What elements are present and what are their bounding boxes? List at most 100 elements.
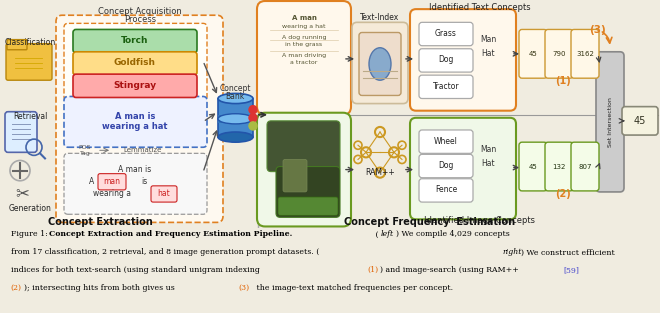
FancyBboxPatch shape [519,29,547,78]
FancyBboxPatch shape [283,159,307,192]
Text: Concept Extraction and Frequency Estimation Pipeline.: Concept Extraction and Frequency Estimat… [49,230,292,239]
FancyBboxPatch shape [571,29,599,78]
Text: Figure 1:: Figure 1: [11,230,50,239]
FancyBboxPatch shape [64,23,207,100]
FancyBboxPatch shape [410,9,516,111]
FancyBboxPatch shape [419,49,473,72]
Text: Lemmatize: Lemmatize [124,147,162,153]
FancyBboxPatch shape [419,75,473,99]
Text: Man: Man [480,35,496,44]
Text: hat: hat [158,189,170,198]
Text: the image-text matched frequencies per concept.: the image-text matched frequencies per c… [253,284,453,292]
FancyBboxPatch shape [571,142,599,191]
Text: indices for both text-search (using standard unigram indexing: indices for both text-search (using stan… [11,266,262,274]
Ellipse shape [218,132,253,142]
FancyBboxPatch shape [257,1,351,115]
Text: Identified Text Concepts: Identified Text Concepts [429,3,531,12]
Text: Stingray: Stingray [114,81,156,90]
Text: RAM++: RAM++ [365,168,395,177]
Text: 790: 790 [552,51,566,57]
Text: 132: 132 [552,164,566,170]
Text: (3): (3) [589,25,605,35]
Text: Bank: Bank [225,92,245,101]
Text: (1): (1) [555,76,571,86]
Text: Tractor: Tractor [433,82,459,91]
Text: (2): (2) [11,284,22,292]
Text: Concept Acquisition: Concept Acquisition [98,7,182,16]
FancyBboxPatch shape [64,153,207,214]
FancyBboxPatch shape [419,130,473,153]
Text: Process: Process [124,15,156,24]
FancyBboxPatch shape [73,29,197,53]
Text: A dog running: A dog running [282,35,326,40]
Text: wearing a: wearing a [93,189,131,198]
Text: Wheel: Wheel [434,137,458,146]
Text: ) We compile 4,029 concepts: ) We compile 4,029 concepts [395,230,510,239]
Text: Hat: Hat [481,159,495,168]
Ellipse shape [218,114,253,124]
Text: man: man [104,177,121,186]
FancyBboxPatch shape [278,197,338,215]
Text: Torch: Torch [121,36,148,45]
Text: A man is: A man is [115,112,155,121]
FancyBboxPatch shape [410,118,516,219]
FancyBboxPatch shape [64,96,207,147]
Text: is: is [141,177,147,186]
Text: (: ( [373,230,379,239]
Text: Identified Image Concepts: Identified Image Concepts [424,216,535,225]
Text: A man: A man [292,15,316,21]
Text: a tractor: a tractor [290,60,317,65]
Text: ); intersecting hits from both gives us: ); intersecting hits from both gives us [24,284,178,292]
Text: Concept Extraction: Concept Extraction [48,218,152,228]
Circle shape [249,114,257,122]
Text: A man driving: A man driving [282,53,326,58]
FancyBboxPatch shape [257,113,351,227]
Text: Man: Man [480,145,496,154]
Text: 45: 45 [529,51,537,57]
FancyBboxPatch shape [56,15,223,223]
Text: Generation: Generation [9,204,51,213]
Bar [218,115,253,123]
Text: from 17 classification, 2 retrieval, and 8 image generation prompt datasets. (: from 17 classification, 2 retrieval, and… [11,248,319,256]
Text: Classification: Classification [5,38,55,47]
Text: ) We construct efficient: ) We construct efficient [521,248,615,256]
Text: Text-Index: Text-Index [360,13,399,22]
FancyBboxPatch shape [419,22,473,46]
FancyBboxPatch shape [545,29,573,78]
Text: Retrieval: Retrieval [13,112,47,121]
Text: A man is: A man is [118,165,152,174]
Text: Set Intersection: Set Intersection [607,97,612,147]
Text: right: right [502,248,522,256]
Text: in the grass: in the grass [285,42,323,47]
FancyBboxPatch shape [73,74,197,97]
Text: Goldfish: Goldfish [114,59,156,68]
FancyBboxPatch shape [519,142,547,191]
Text: Dog: Dog [438,161,453,170]
FancyBboxPatch shape [151,186,177,202]
FancyBboxPatch shape [622,107,658,135]
Text: wearing a hat: wearing a hat [282,24,326,29]
FancyBboxPatch shape [98,174,126,190]
Text: Hat: Hat [481,49,495,58]
Text: (1): (1) [367,266,378,274]
Text: Concept: Concept [219,84,251,93]
Bar [218,99,253,137]
Text: left: left [381,230,394,239]
Ellipse shape [369,48,391,80]
FancyBboxPatch shape [359,33,401,95]
Text: ✂: ✂ [15,184,29,202]
Text: wearing a hat: wearing a hat [102,122,168,131]
FancyBboxPatch shape [545,142,573,191]
FancyBboxPatch shape [419,179,473,202]
FancyBboxPatch shape [276,167,340,217]
FancyBboxPatch shape [419,154,473,178]
Text: Concept Frequency  Estimation: Concept Frequency Estimation [345,218,515,228]
FancyBboxPatch shape [267,121,340,172]
Text: [59]: [59] [563,266,579,274]
Text: Grass: Grass [435,29,457,38]
Text: POS: POS [79,145,91,150]
Text: (2): (2) [555,189,571,199]
Text: 3162: 3162 [576,51,594,57]
Text: 45: 45 [634,116,646,126]
Text: Dog: Dog [438,55,453,64]
